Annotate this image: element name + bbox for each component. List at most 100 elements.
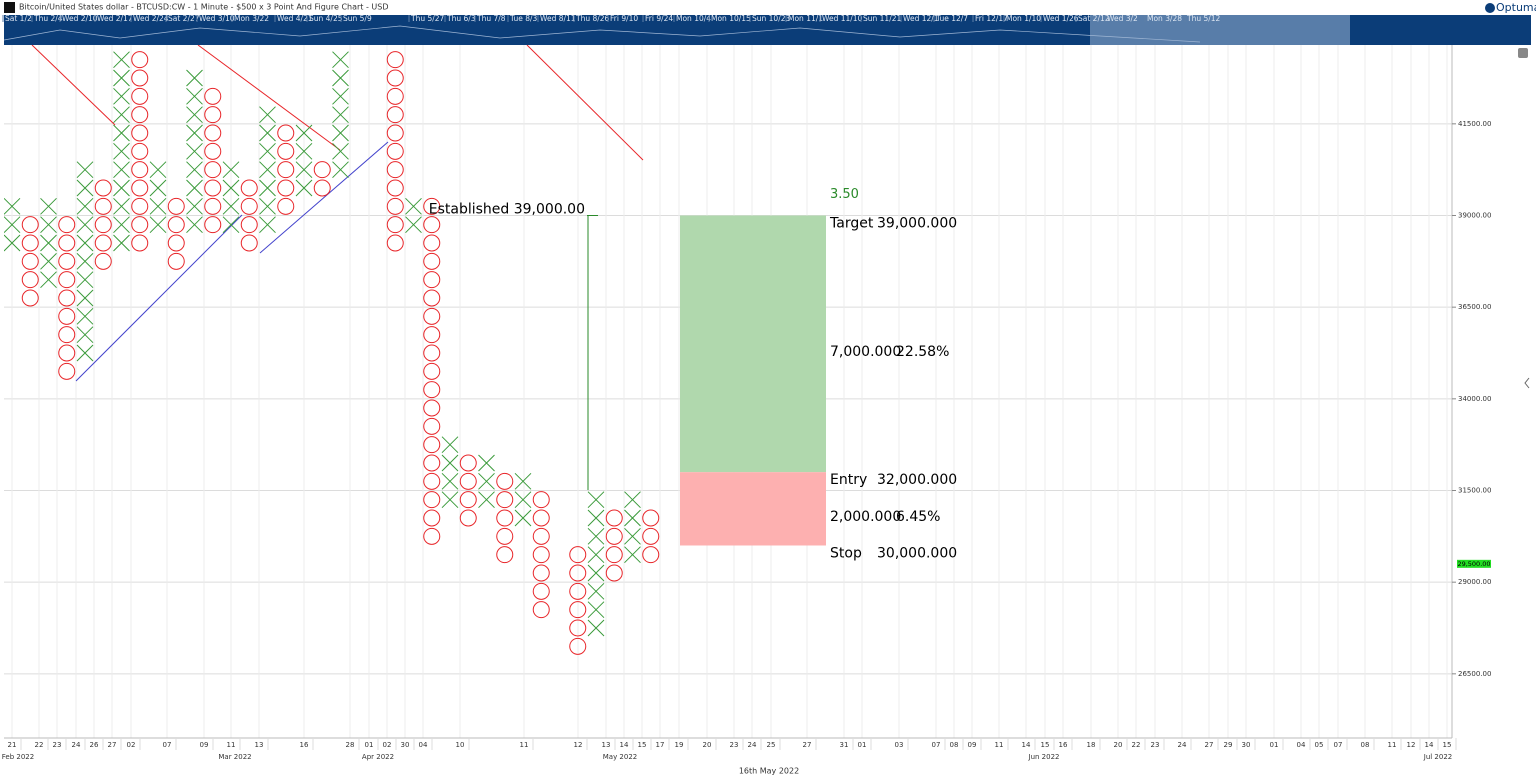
o-box bbox=[277, 179, 295, 197]
x-box bbox=[186, 106, 203, 124]
column bbox=[21, 216, 39, 307]
o-box bbox=[423, 271, 441, 289]
x-box bbox=[40, 252, 57, 270]
o-box bbox=[532, 491, 550, 509]
x-tick-label: 11 bbox=[1388, 741, 1397, 749]
o-box bbox=[496, 509, 514, 527]
o-box bbox=[569, 637, 587, 655]
o-box bbox=[277, 142, 295, 160]
x-tick-label: 24 bbox=[1178, 741, 1187, 749]
o-box bbox=[423, 362, 441, 380]
x-box bbox=[587, 564, 605, 582]
x-box bbox=[222, 179, 240, 197]
x-tick-label: 09 bbox=[200, 741, 209, 749]
x-tick-label: 03 bbox=[895, 741, 904, 749]
o-box bbox=[131, 142, 149, 160]
x-box bbox=[76, 161, 94, 179]
y-tick-label: 26500.00 bbox=[1458, 670, 1491, 678]
x-box bbox=[441, 472, 459, 490]
collapse-arrow[interactable] bbox=[1524, 377, 1530, 389]
o-box bbox=[277, 161, 295, 179]
x-box bbox=[149, 179, 167, 197]
x-tick-label: 30 bbox=[1242, 741, 1251, 749]
o-box bbox=[131, 179, 149, 197]
x-tick-label: 12 bbox=[574, 741, 583, 749]
x-box bbox=[186, 179, 203, 197]
x-tick-label: 13 bbox=[602, 741, 611, 749]
x-box bbox=[587, 491, 605, 509]
x-tick-label: 22 bbox=[35, 741, 44, 749]
o-box bbox=[386, 51, 404, 69]
column bbox=[532, 491, 550, 619]
column bbox=[76, 161, 94, 362]
o-box bbox=[94, 252, 112, 270]
x-box bbox=[332, 142, 349, 160]
o-box bbox=[423, 527, 441, 545]
x-month-label: May 2022 bbox=[603, 753, 638, 761]
navigator-label: Wed 11/10 bbox=[822, 14, 863, 23]
o-box bbox=[240, 179, 258, 197]
x-tick-label: 19 bbox=[675, 741, 684, 749]
navigator-label: Mon 10/4 bbox=[676, 14, 711, 23]
position-label: Entry bbox=[830, 472, 867, 488]
navigator-label: Thu 2/4 bbox=[33, 14, 63, 23]
x-tick-label: 21 bbox=[8, 741, 17, 749]
o-box bbox=[131, 234, 149, 252]
position-value: 6.45% bbox=[896, 509, 940, 525]
x-tick-label: 23 bbox=[730, 741, 739, 749]
x-box bbox=[4, 216, 21, 234]
x-tick-label: 16 bbox=[300, 741, 309, 749]
x-box bbox=[624, 527, 641, 545]
o-box bbox=[496, 546, 514, 564]
o-box bbox=[605, 564, 623, 582]
x-box bbox=[222, 161, 240, 179]
x-box bbox=[514, 472, 532, 490]
lock-icon[interactable] bbox=[1518, 48, 1528, 58]
o-box bbox=[204, 106, 222, 124]
ratio: 3.50 bbox=[830, 187, 859, 202]
column bbox=[478, 454, 495, 509]
navigator-label: Wed 3/2 bbox=[1107, 14, 1138, 23]
column bbox=[131, 51, 149, 252]
column bbox=[167, 197, 185, 270]
column bbox=[222, 161, 240, 234]
x-box bbox=[259, 124, 276, 142]
x-box bbox=[76, 289, 94, 307]
o-box bbox=[532, 527, 550, 545]
x-tick-label: 23 bbox=[53, 741, 62, 749]
o-box bbox=[423, 326, 441, 344]
x-box bbox=[332, 87, 349, 105]
navigator-label: Sun 4/25 bbox=[309, 14, 343, 23]
o-box bbox=[58, 344, 76, 362]
navigator-label: Sun 11/21 bbox=[863, 14, 901, 23]
x-box bbox=[222, 197, 240, 215]
navigator-label: Mon 1/10 bbox=[1006, 14, 1041, 23]
column bbox=[624, 491, 641, 564]
title-bar bbox=[0, 0, 1536, 15]
o-box bbox=[240, 197, 258, 215]
x-box bbox=[441, 491, 459, 509]
o-box bbox=[58, 326, 76, 344]
x-tick-label: 24 bbox=[748, 741, 757, 749]
x-box bbox=[186, 197, 203, 215]
o-box bbox=[131, 51, 149, 69]
o-box bbox=[21, 216, 39, 234]
trendline bbox=[259, 141, 389, 254]
x-box bbox=[332, 51, 349, 69]
navigator-label: Wed 2/10 bbox=[62, 14, 98, 23]
o-box bbox=[605, 527, 623, 545]
column bbox=[113, 51, 130, 252]
x-box bbox=[587, 509, 605, 527]
x-box bbox=[587, 582, 605, 600]
navigator-window[interactable] bbox=[1090, 15, 1350, 45]
x-tick-label: 14 bbox=[1022, 741, 1031, 749]
x-tick-label: 22 bbox=[1132, 741, 1141, 749]
x-box bbox=[441, 436, 459, 454]
o-box bbox=[423, 289, 441, 307]
x-box bbox=[478, 491, 495, 509]
x-tick-label: 02 bbox=[383, 741, 392, 749]
column bbox=[277, 124, 295, 215]
x-tick-label: 11 bbox=[520, 741, 529, 749]
x-box bbox=[624, 491, 641, 509]
o-box bbox=[131, 197, 149, 215]
